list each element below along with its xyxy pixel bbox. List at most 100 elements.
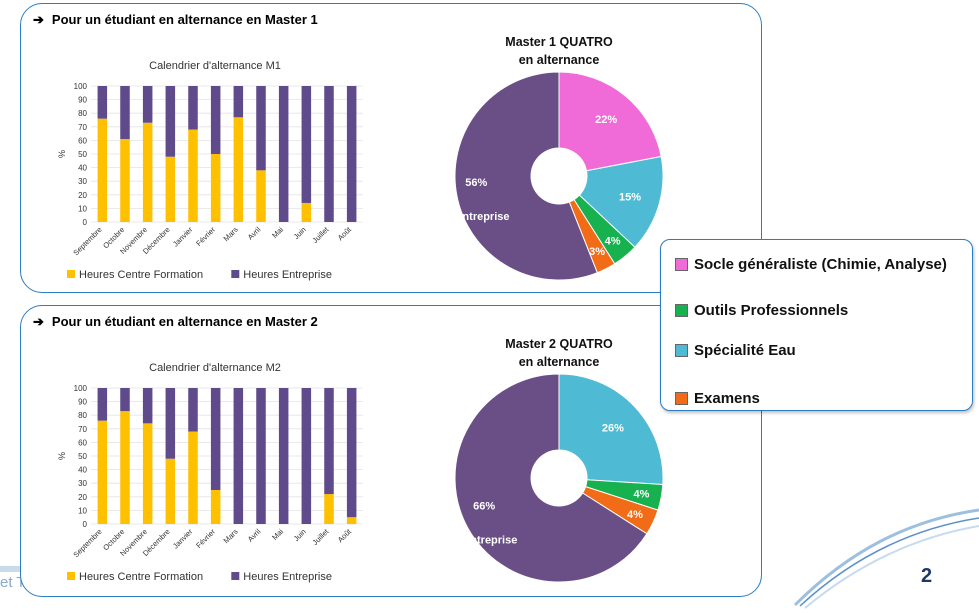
- x-tick-label: Août: [336, 224, 354, 242]
- bar-heures-centre-formation-5: [210, 154, 221, 222]
- pie-label: 22%: [595, 114, 617, 126]
- legend-item-socle: Socle généraliste (Chimie, Analyse): [675, 256, 947, 273]
- master1-heading-text: Pour un étudiant en alternance en Master…: [51, 12, 318, 27]
- legend-item-examens: Examens: [675, 390, 760, 407]
- bar-heures-entreprise-4: [188, 86, 198, 130]
- bar-heures-entreprise-11: [346, 388, 357, 518]
- x-tick-label: Août: [336, 526, 354, 544]
- page-number: 2: [921, 565, 933, 587]
- legend-swatch: [231, 572, 240, 580]
- pie-label: 66%: [473, 501, 495, 513]
- x-tick-label: Juin: [292, 527, 308, 543]
- y-tick-label: 40: [78, 164, 87, 173]
- x-tick-label: Mars: [222, 225, 240, 243]
- y-tick-label: 60: [78, 438, 87, 447]
- pie-legend: Socle généraliste (Chimie, Analyse) Outi…: [660, 239, 973, 411]
- bar-heures-entreprise-0: [97, 86, 108, 119]
- bar-heures-entreprise-9: [301, 388, 312, 524]
- bar-heures-entreprise-7: [256, 388, 266, 524]
- bar-heures-entreprise-6: [233, 388, 244, 524]
- pie-title-line1: Master 1 QUATRO: [505, 35, 613, 49]
- bar-heures-centre-formation-2: [142, 122, 153, 222]
- legend-label: Heures Entreprise: [243, 269, 332, 281]
- x-tick-label: Mars: [222, 527, 240, 545]
- x-tick-label: Février: [194, 225, 217, 248]
- legend-label: Outils Professionnels: [694, 302, 849, 319]
- bar-heures-centre-formation-11: [346, 517, 357, 524]
- pie-chart-m1: Master 1 QUATRO en alternance 22% 15% 4%3% 56…: [454, 35, 664, 281]
- bar-heures-centre-formation-2: [142, 423, 153, 524]
- legend-label: Heures Centre Formation: [79, 269, 203, 281]
- bar-heures-centre-formation-6: [233, 117, 244, 222]
- legend-item-outils: Outils Professionnels: [675, 302, 848, 319]
- x-tick-label: Février: [194, 527, 217, 550]
- master1-panel: ➔ Pour un étudiant en alternance en Maste…: [20, 3, 762, 293]
- legend-swatch-green: [675, 304, 688, 317]
- bar-chart-title: Calendrier d'alternance M1: [149, 60, 281, 72]
- pie-label: 26%: [602, 422, 624, 434]
- arrow-right-icon: ➔: [33, 12, 44, 27]
- y-tick-label: 60: [78, 136, 87, 145]
- x-tick-label: Juillet: [310, 224, 331, 245]
- bar-heures-centre-formation-10: [324, 494, 334, 524]
- bar-heures-centre-formation-9: [301, 202, 312, 222]
- bar-heures-entreprise-2: [142, 388, 153, 424]
- pie-label: 56%: [465, 177, 487, 189]
- x-tick-label: Septembre: [71, 225, 103, 257]
- bar-heures-entreprise-5: [210, 86, 221, 154]
- bar-heures-entreprise-9: [301, 86, 312, 203]
- legend-item-specialite: Spécialité Eau: [675, 342, 796, 359]
- x-tick-label: Septembre: [71, 527, 103, 559]
- y-tick-label: 30: [78, 177, 87, 186]
- x-tick-label: Janvier: [171, 225, 195, 249]
- bar-heures-centre-formation-0: [97, 118, 108, 222]
- bar-chart-m2: Calendrier d'alternance M2 0 10 20 30 40 50 60 7…: [57, 362, 363, 583]
- bar-heures-entreprise-3: [165, 388, 176, 459]
- bar-heures-entreprise-6: [233, 86, 244, 118]
- y-tick-label: 50: [78, 452, 87, 461]
- arrow-right-icon: ➔: [33, 314, 44, 329]
- bar-heures-entreprise-0: [97, 388, 108, 421]
- bar-heures-centre-formation-1: [120, 139, 130, 222]
- bar-heures-centre-formation-5: [210, 490, 221, 524]
- bar-heures-entreprise-3: [165, 86, 176, 157]
- master2-heading: ➔ Pour un étudiant en alternance en Maste…: [33, 314, 318, 330]
- y-tick-label: 80: [78, 411, 87, 420]
- legend-swatch-blue: [675, 344, 688, 357]
- pie-label: 3%: [589, 246, 605, 258]
- y-tick-label: 10: [78, 204, 87, 213]
- y-tick-label: 90: [78, 96, 87, 105]
- legend-label: Heures Entreprise: [243, 571, 332, 583]
- x-tick-label: Janvier: [171, 527, 195, 551]
- y-tick-label: 30: [78, 479, 87, 488]
- x-tick-label: Avril: [246, 527, 263, 544]
- master2-heading-text: Pour un étudiant en alternance en Master…: [51, 314, 318, 329]
- pie-label: 4%: [627, 509, 643, 521]
- y-tick-label: 20: [78, 191, 87, 200]
- y-tick-label: 20: [78, 493, 87, 502]
- bar-heures-centre-formation-4: [188, 431, 198, 524]
- pie-title-line2: en alternance: [519, 355, 600, 369]
- x-tick-label: Avril: [246, 225, 263, 242]
- bar-heures-entreprise-8: [278, 86, 289, 222]
- y-axis-label: %: [57, 150, 67, 158]
- bar-heures-entreprise-2: [142, 86, 153, 123]
- pie-label-entreprise: Entreprise: [463, 535, 517, 547]
- master2-panel: ➔ Pour un étudiant en alternance en Maste…: [20, 305, 762, 597]
- pie-label: 4%: [605, 236, 621, 248]
- bar-heures-centre-formation-7: [256, 170, 266, 222]
- legend-swatch: [67, 572, 75, 580]
- y-tick-label: 50: [78, 150, 87, 159]
- pie-label: 15%: [619, 192, 641, 204]
- y-axis-label: %: [57, 452, 67, 460]
- bar-heures-centre-formation-0: [97, 420, 108, 524]
- y-tick-label: 70: [78, 425, 87, 434]
- y-tick-label: 70: [78, 123, 87, 132]
- y-tick-label: 0: [83, 520, 88, 529]
- pie-chart-m2: Master 2 QUATRO en alternance 26% 4% 4% 66% En…: [454, 337, 664, 583]
- pie-title-line1: Master 2 QUATRO: [505, 337, 613, 351]
- x-tick-label: Juin: [292, 225, 308, 241]
- x-tick-label: Mai: [270, 225, 285, 240]
- bar-heures-entreprise-1: [120, 388, 130, 412]
- y-tick-label: 80: [78, 109, 87, 118]
